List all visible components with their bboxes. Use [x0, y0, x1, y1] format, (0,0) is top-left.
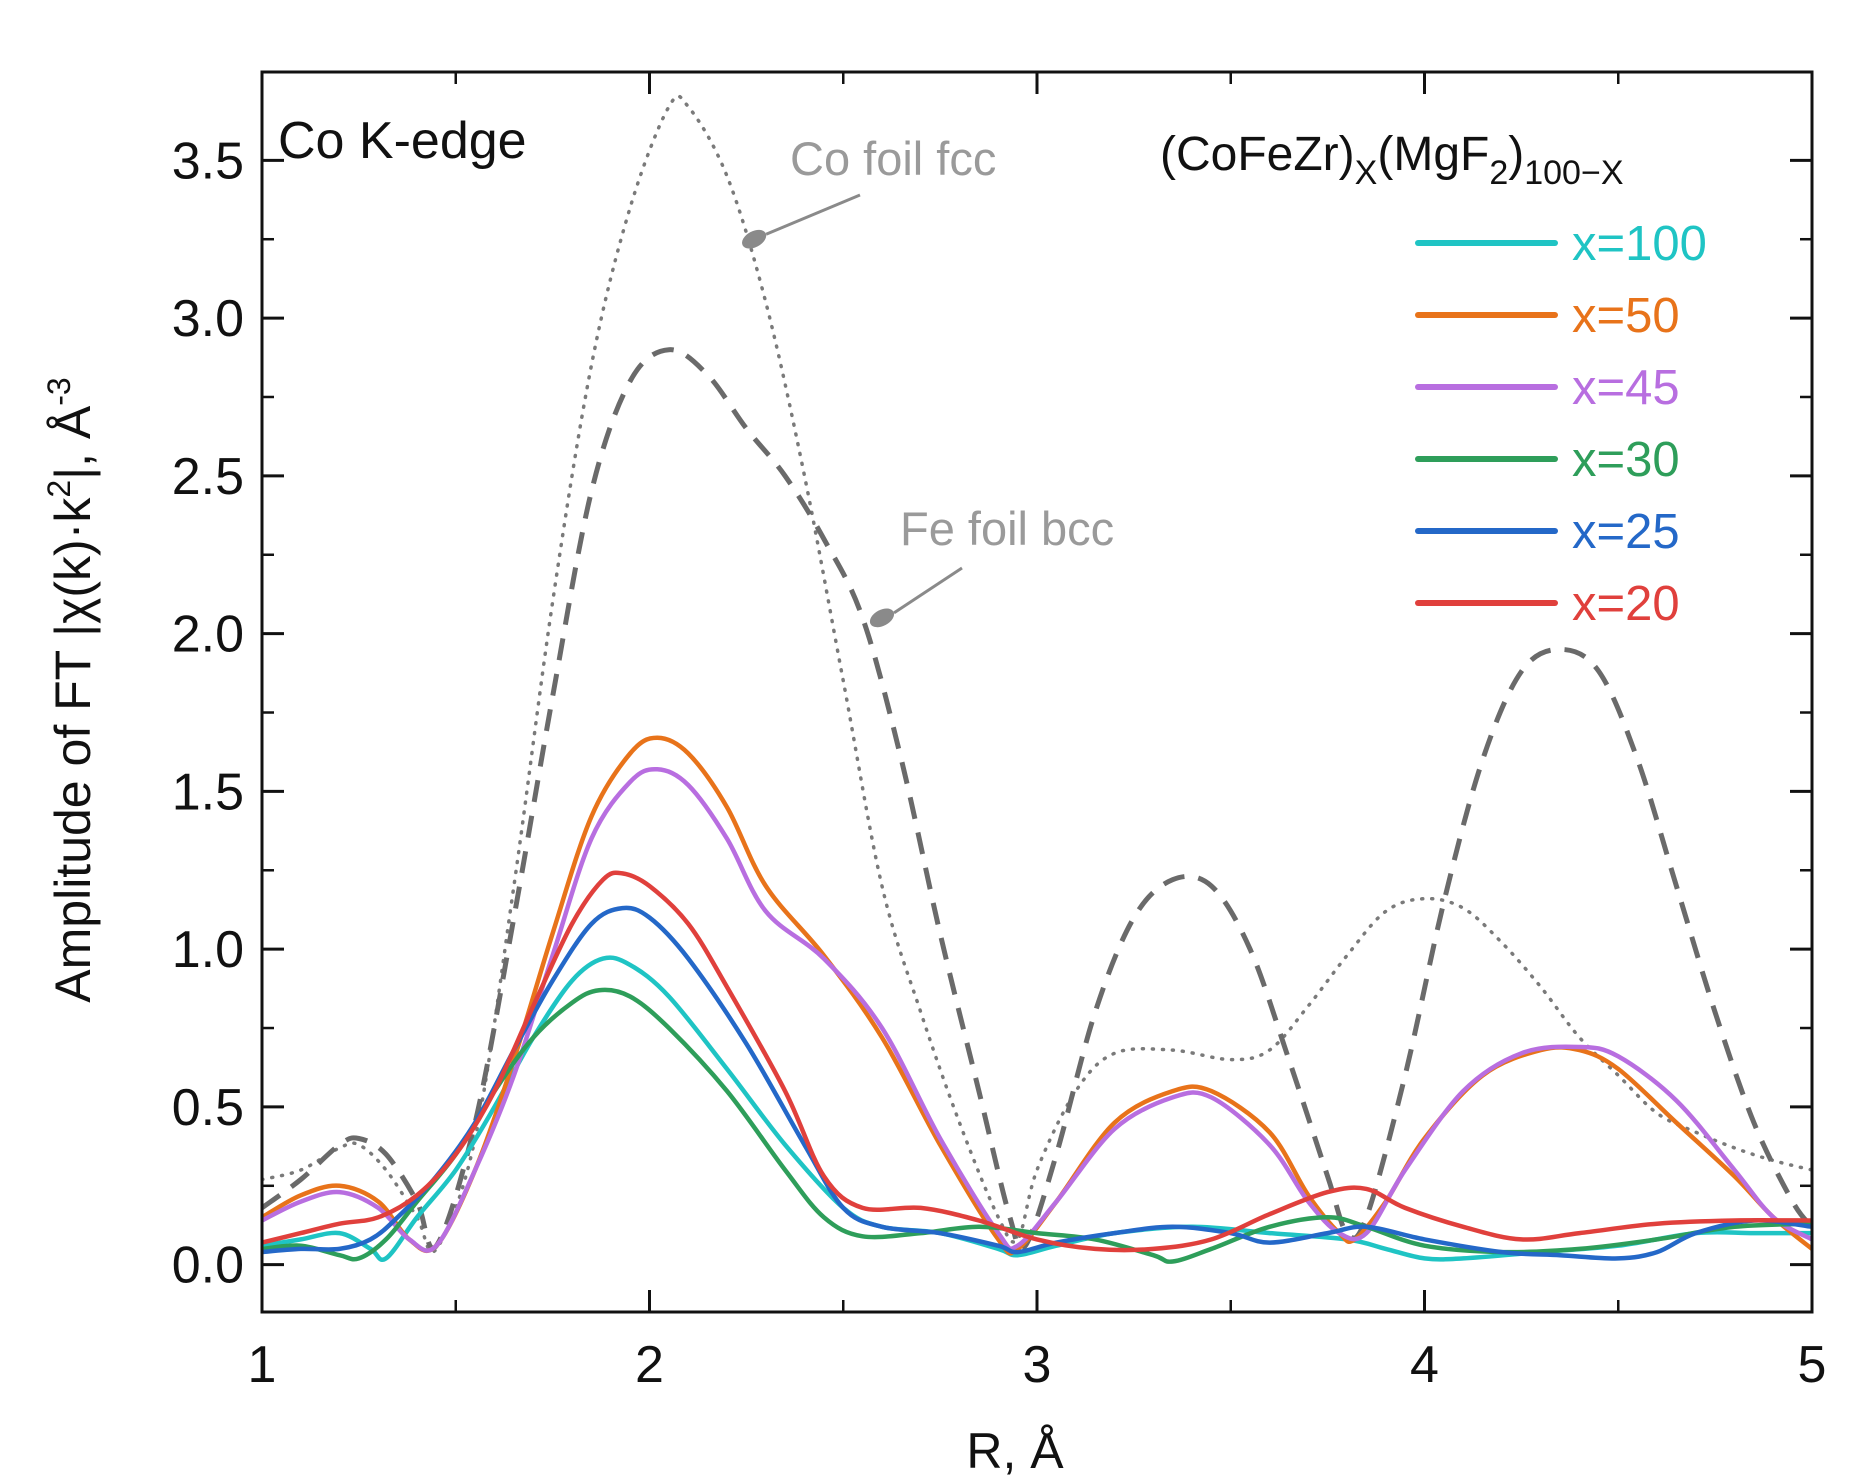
legend-title-a: (CoFeZr) [1160, 128, 1355, 181]
annotation-arrow-head [742, 229, 767, 249]
legend-label: x=25 [1572, 505, 1680, 559]
annotations-group: Co foil fcc Fe foil bcc [742, 132, 1114, 628]
y-axis-title-sup2: -3 [41, 377, 77, 405]
legend-title-c: ) [1508, 128, 1524, 181]
series-line-co-foil-fcc [262, 94, 1812, 1254]
series-line-x-25 [262, 905, 1812, 1261]
y-tick-label: 1.0 [172, 921, 244, 979]
y-axis-title-pre: Amplitude of FT |χ(k)·k [45, 497, 101, 1003]
y-tick-label: 1.5 [172, 763, 244, 821]
x-tick-label: 2 [635, 1336, 664, 1394]
annotation-label: Co foil fcc [790, 132, 996, 185]
legend-title-c-sub: 100−X [1524, 154, 1623, 192]
annotation-label: Fe foil bcc [900, 502, 1114, 555]
legend-label: x=50 [1572, 289, 1680, 343]
annotation-arrow-line [765, 193, 861, 236]
y-tick-label: 2.5 [172, 448, 244, 506]
series-line-x-50 [262, 735, 1812, 1256]
x-tick-label: 1 [248, 1336, 277, 1394]
y-axis-title-mid: |, Å [45, 405, 101, 480]
legend: x=100 x=50 x=45 x=30 x=25 x=20 [1415, 217, 1707, 631]
y-tick-label: 3.0 [172, 290, 244, 348]
y-tick-label: 0.5 [172, 1079, 244, 1137]
x-axis-title: R, Å [966, 1423, 1064, 1479]
panel-label: Co K-edge [278, 112, 527, 170]
legend-label: x=20 [1572, 577, 1680, 631]
legend-title-a-sub: X [1355, 154, 1378, 192]
series-line-x-20 [262, 870, 1812, 1253]
x-tick-label: 3 [1023, 1336, 1052, 1394]
chart-ticks: 0.0 0.5 1.0 1.5 2.0 2.5 3.0 3.5 1 2 3 4 5 [172, 72, 1827, 1394]
legend-label: x=30 [1572, 433, 1680, 487]
legend-label: x=45 [1572, 361, 1680, 415]
y-tick-label: 0.0 [172, 1237, 244, 1295]
legend-title-b: (MgF [1377, 128, 1489, 181]
series-line-fe-foil-bcc [262, 347, 1812, 1252]
series-line-x-45 [262, 766, 1812, 1253]
plot-frame [260, 70, 1814, 1314]
chart-series-group [262, 94, 1812, 1264]
y-tick-label: 2.0 [172, 606, 244, 664]
x-tick-label: 4 [1410, 1336, 1439, 1394]
x-tick-label: 5 [1798, 1336, 1827, 1394]
legend-title: (CoFeZr)X(MgF2)100−X [1160, 128, 1624, 192]
legend-label: x=100 [1572, 217, 1707, 271]
y-tick-label: 3.5 [172, 132, 244, 190]
annotation-arrow-line [893, 566, 963, 615]
y-axis-title: Amplitude of FT |χ(k)·k2|, Å-3 [41, 377, 101, 1002]
legend-title-b-sub: 2 [1489, 154, 1508, 192]
annotation-arrow-head [869, 608, 895, 628]
y-axis-title-sup1: 2 [41, 480, 77, 498]
